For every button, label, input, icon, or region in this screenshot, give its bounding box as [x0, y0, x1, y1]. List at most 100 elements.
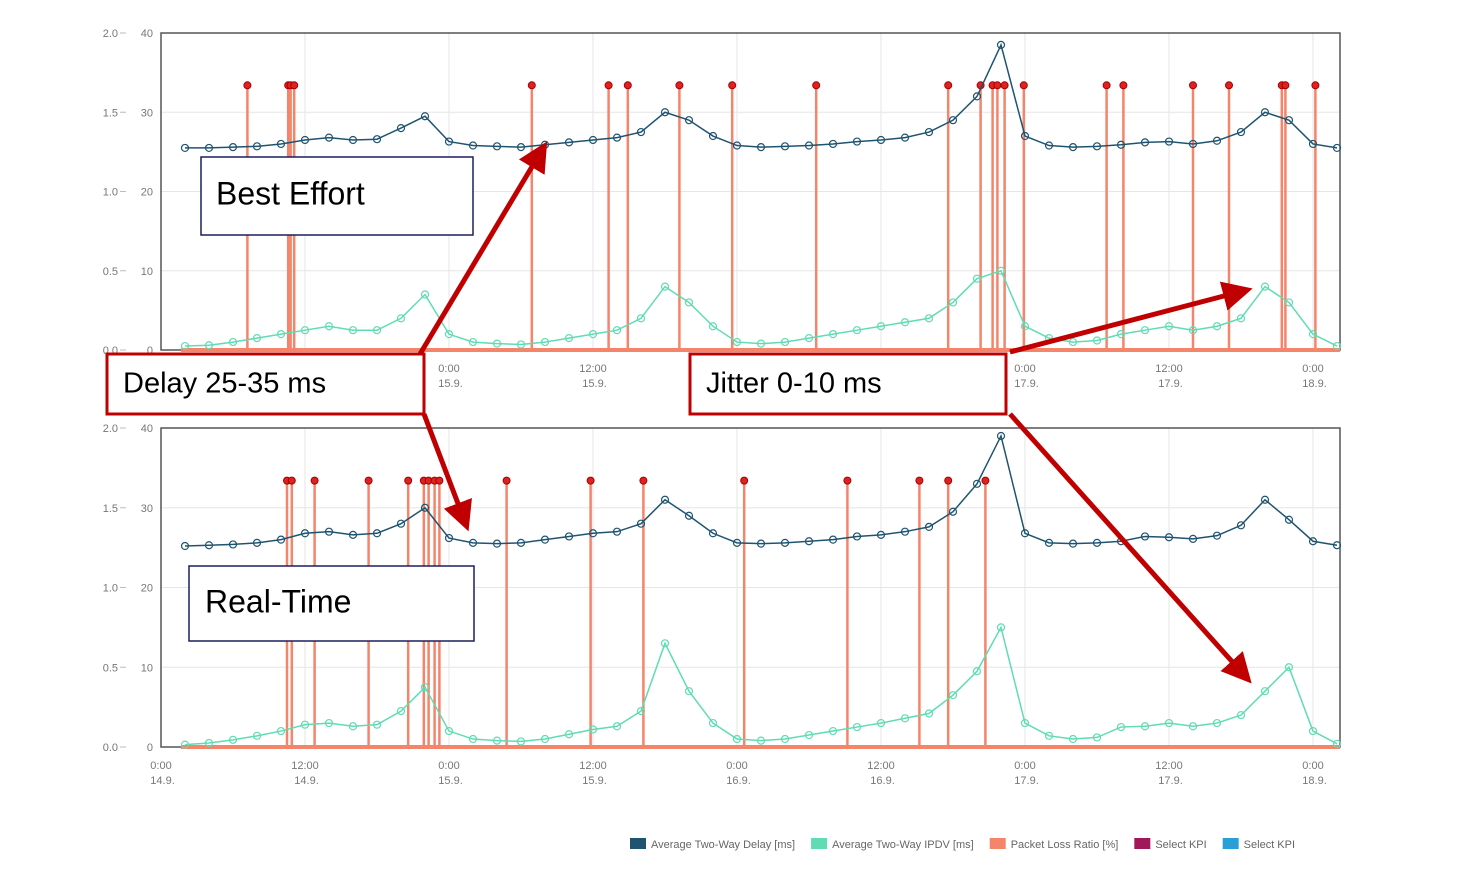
data-point	[1260, 495, 1270, 504]
y-tick-label: 0.5	[103, 662, 118, 674]
data-point	[1188, 534, 1198, 543]
loss-point	[1000, 81, 1009, 90]
y2-tick-label: 30	[141, 503, 153, 515]
arrow	[1008, 412, 1252, 684]
data-point	[516, 737, 526, 746]
data-point	[804, 537, 814, 546]
data-point	[732, 141, 742, 150]
data-point	[348, 135, 358, 145]
data-point	[1092, 142, 1102, 151]
x-tick-label: 12:00 16.9.	[867, 760, 895, 787]
arrow	[417, 141, 548, 356]
data-point	[1188, 326, 1198, 335]
data-point	[444, 330, 454, 339]
data-point	[708, 529, 718, 538]
legend-label: Average Two-Way Delay [ms]	[651, 839, 795, 851]
y-tick-label: 0.0	[103, 742, 118, 754]
data-point	[372, 529, 382, 538]
data-point	[492, 339, 502, 348]
data-point	[348, 722, 358, 731]
data-point	[876, 322, 886, 331]
data-point	[972, 479, 982, 488]
loss-point	[915, 476, 924, 485]
data-point	[996, 40, 1006, 49]
x-tick-label: 12:00 14.9.	[291, 760, 319, 787]
data-point	[252, 334, 262, 343]
data-point	[900, 527, 910, 536]
data-point	[684, 511, 694, 520]
data-point	[1188, 722, 1198, 731]
loss-point	[1102, 81, 1111, 90]
data-point	[852, 137, 862, 146]
data-point	[1284, 515, 1294, 524]
data-point	[588, 529, 598, 538]
data-point	[732, 538, 742, 547]
loss-point	[639, 476, 648, 485]
data-point	[732, 337, 742, 347]
data-point	[1332, 341, 1342, 351]
data-point	[372, 326, 382, 335]
data-point	[204, 341, 214, 350]
data-point	[996, 431, 1006, 441]
data-point	[300, 135, 310, 145]
data-point	[1260, 282, 1270, 291]
data-point	[1308, 726, 1318, 736]
loss-point	[623, 81, 632, 90]
data-point	[660, 639, 670, 648]
data-point	[372, 135, 382, 144]
loss-point	[843, 476, 852, 485]
data-point	[1140, 138, 1150, 147]
x-tick-label: 12:00 15.9.	[579, 760, 607, 787]
data-point	[1332, 143, 1342, 153]
data-point	[564, 334, 574, 343]
data-point	[1212, 718, 1222, 728]
data-point	[396, 314, 406, 323]
data-point	[996, 623, 1006, 632]
data-point	[1236, 127, 1246, 137]
data-point	[300, 529, 310, 538]
data-point	[636, 519, 646, 528]
loss-point	[290, 81, 299, 90]
data-point	[396, 124, 406, 133]
data-point	[852, 532, 862, 541]
legend-swatch	[989, 838, 1006, 849]
data-point	[612, 133, 622, 142]
data-point	[636, 314, 646, 323]
data-point	[1308, 537, 1318, 546]
data-point	[564, 730, 574, 739]
data-point	[420, 290, 430, 299]
data-point	[1236, 710, 1246, 720]
x-tick-label: 0:00 18.9.	[1299, 363, 1327, 390]
data-point	[1092, 538, 1102, 547]
y-tick-label: 1.5	[103, 107, 118, 119]
data-point	[492, 736, 502, 745]
x-tick-label: 12:00 15.9.	[579, 363, 607, 390]
data-point	[612, 326, 622, 335]
data-point	[180, 541, 190, 551]
data-point	[492, 539, 502, 548]
loss-point	[1281, 81, 1290, 90]
legend-label: Select KPI	[1244, 839, 1295, 851]
data-point	[1116, 330, 1126, 339]
y2-tick-label: 0	[147, 345, 153, 357]
data-point	[996, 266, 1006, 275]
annotation: Jitter 0-10 ms	[706, 368, 882, 400]
data-point	[1092, 733, 1102, 742]
arrow	[421, 413, 472, 532]
data-point	[180, 341, 190, 351]
data-point	[180, 143, 190, 153]
data-point	[876, 530, 886, 539]
data-point	[900, 318, 910, 327]
data-point	[1140, 532, 1150, 541]
data-point	[444, 726, 454, 736]
data-point	[804, 730, 814, 740]
data-point	[636, 707, 646, 716]
loss-point	[1311, 81, 1320, 90]
loss-point	[502, 476, 511, 485]
loss-point	[1189, 81, 1197, 90]
data-point	[228, 540, 238, 549]
x-tick-label: 12:00 17.9.	[1155, 760, 1183, 787]
legend-label: Packet Loss Ratio [%]	[1011, 839, 1119, 851]
data-point	[900, 714, 910, 723]
data-point	[492, 142, 502, 151]
